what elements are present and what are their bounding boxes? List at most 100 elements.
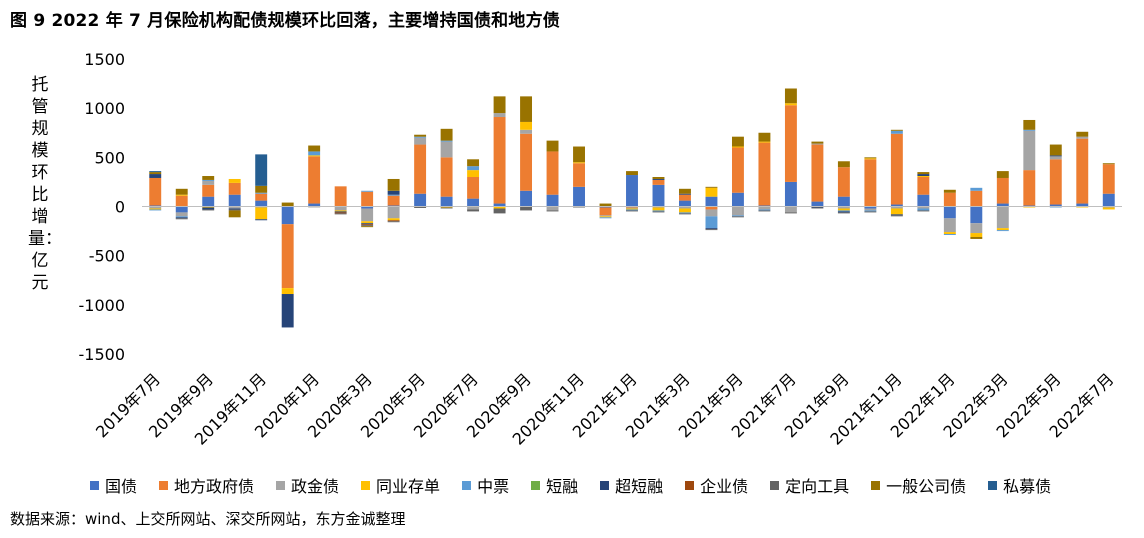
bar-segment xyxy=(917,206,930,209)
bar-segment xyxy=(334,213,347,215)
bar-segment xyxy=(175,216,188,218)
bar-segment xyxy=(996,203,1009,207)
bar-segment xyxy=(281,294,294,328)
bar-segment xyxy=(705,196,718,207)
legend-swatch xyxy=(988,480,998,490)
bar-segment xyxy=(679,193,691,195)
legend-swatch xyxy=(361,480,371,490)
bar-segment xyxy=(1023,129,1036,131)
bar-segment xyxy=(1102,207,1115,210)
bar-segment xyxy=(308,156,321,204)
bar-segment xyxy=(970,190,983,207)
bar-segment xyxy=(387,195,400,206)
bar-segment xyxy=(493,117,506,204)
bar-segment xyxy=(970,233,983,237)
bar-segment xyxy=(758,142,771,206)
legend-item: 定向工具 xyxy=(770,473,849,497)
bar-segment xyxy=(970,236,983,239)
legend-label: 一般公司债 xyxy=(886,477,967,496)
legend-label: 企业债 xyxy=(700,477,749,496)
bar-segment xyxy=(626,171,638,176)
bar-segment xyxy=(467,198,480,207)
bar-segment xyxy=(202,176,215,180)
bar-segment xyxy=(943,192,956,207)
bar-segment xyxy=(228,206,241,209)
bar-segment xyxy=(440,140,453,142)
bar-segment xyxy=(864,210,877,212)
bar-segment xyxy=(626,175,638,207)
bar-segment xyxy=(308,145,321,152)
y-tick-label: -1000 xyxy=(79,296,126,315)
bar-segment xyxy=(334,206,347,211)
bar-segment xyxy=(1049,156,1062,160)
legend-item: 同业存单 xyxy=(361,473,440,497)
legend-swatch xyxy=(531,480,541,490)
bar-segment xyxy=(255,193,268,201)
bar-segment xyxy=(705,209,718,217)
legend-swatch xyxy=(276,480,286,490)
bar-segment xyxy=(520,96,533,122)
bar-segment xyxy=(599,215,612,217)
bar-segment xyxy=(943,206,956,219)
bar-segment xyxy=(520,190,533,207)
bar-segment xyxy=(599,203,612,207)
bar-segment xyxy=(679,200,691,207)
bar-segment xyxy=(520,206,533,211)
bar-segment xyxy=(890,204,903,207)
bar-segment xyxy=(599,217,612,219)
bar-segment xyxy=(784,212,797,214)
bar-segment xyxy=(573,162,585,164)
bar-segment xyxy=(493,208,506,214)
legend-swatch xyxy=(770,480,780,490)
legend-item: 中票 xyxy=(462,473,509,497)
bar-segment xyxy=(784,103,797,106)
bar-segment xyxy=(1076,136,1089,139)
bar-segment xyxy=(652,211,665,213)
bar-segment xyxy=(493,96,506,114)
legend-label: 中票 xyxy=(477,477,510,496)
bar-segment xyxy=(520,121,533,130)
bar-segment xyxy=(1023,170,1036,206)
bar-segment xyxy=(917,194,930,207)
bar-segment xyxy=(890,214,903,216)
bar-segment xyxy=(255,185,268,193)
bar-segment xyxy=(202,180,215,185)
bar-segment xyxy=(387,194,400,196)
bar-segment xyxy=(996,206,1009,229)
bar-segment xyxy=(679,194,691,201)
bar-segment xyxy=(414,134,427,137)
bar-segment xyxy=(175,218,188,220)
legend-swatch xyxy=(462,480,472,490)
bar-segment xyxy=(1076,131,1089,137)
bar-segment xyxy=(996,171,1009,178)
bar-segment xyxy=(202,209,215,211)
bar-segment xyxy=(996,228,1009,231)
bar-segment xyxy=(652,207,665,211)
bar-segment xyxy=(784,105,797,182)
bar-segment xyxy=(149,171,162,173)
bar-segment xyxy=(361,191,374,207)
bar-segment xyxy=(467,166,480,171)
bar-segment xyxy=(546,206,559,211)
bar-segment xyxy=(731,215,744,217)
bar-segment xyxy=(573,186,585,207)
bar-segment xyxy=(467,206,480,210)
bar-segment xyxy=(175,195,188,207)
bar-segment xyxy=(1102,163,1115,165)
legend-label: 同业存单 xyxy=(376,477,441,496)
legend-item: 地方政府债 xyxy=(159,473,254,497)
bar-segment xyxy=(467,170,480,177)
bar-segment xyxy=(837,211,850,213)
bar-segment xyxy=(467,209,480,212)
bar-segment xyxy=(652,210,665,212)
bar-segment xyxy=(414,144,427,194)
bar-segment xyxy=(493,203,506,207)
bar-segment xyxy=(758,210,771,212)
legend-item: 国债 xyxy=(90,473,137,497)
legend-item: 一般公司债 xyxy=(871,473,966,497)
bar-segment xyxy=(1102,193,1115,207)
bar-segment xyxy=(1049,159,1062,205)
legend-item: 企业债 xyxy=(685,473,748,497)
bar-segment xyxy=(228,194,241,207)
bar-segment xyxy=(202,184,215,197)
